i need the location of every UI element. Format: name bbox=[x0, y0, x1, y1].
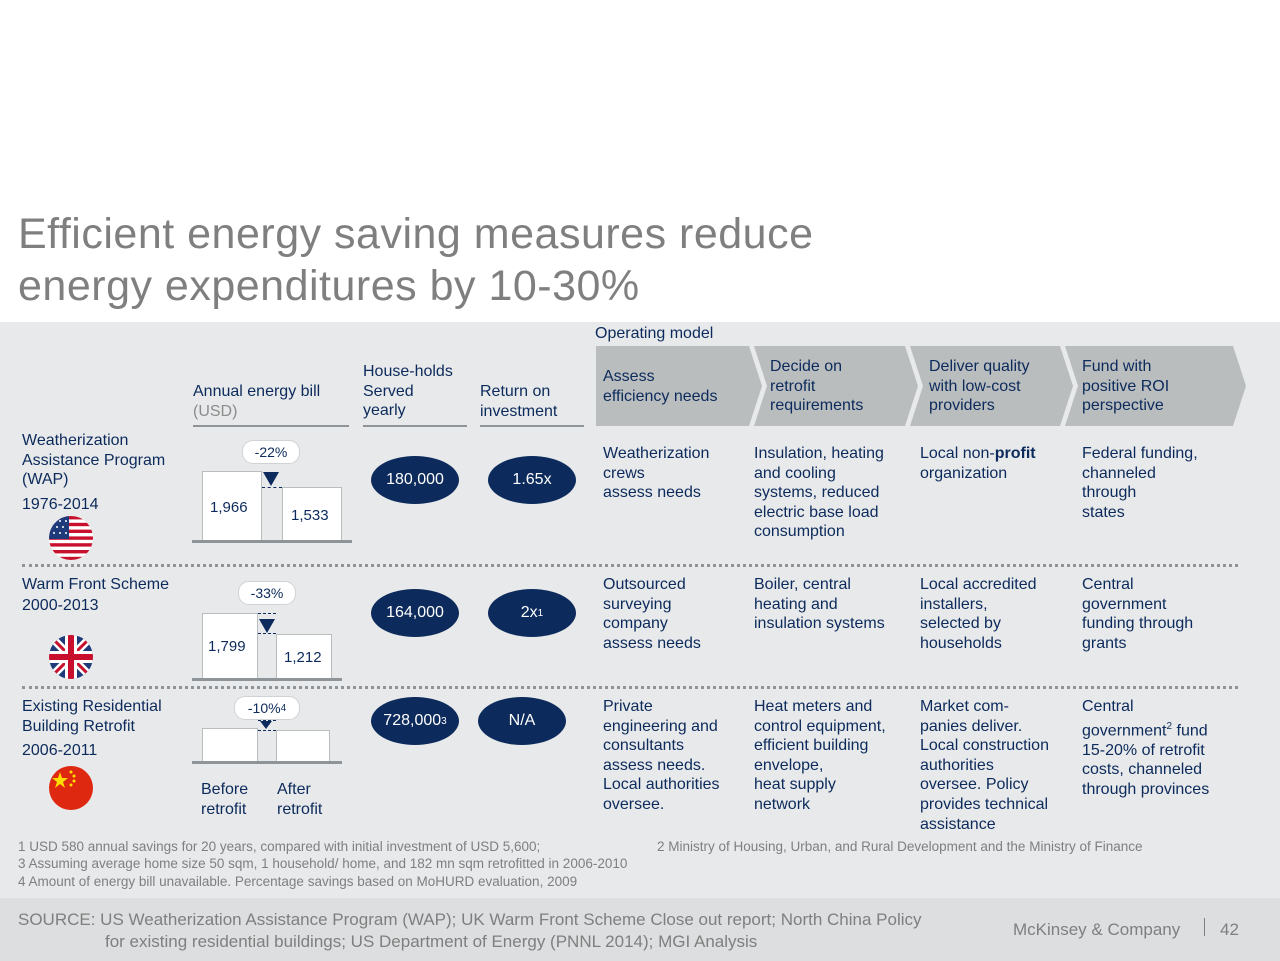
step-decide: Decide on retrofit requirements bbox=[770, 358, 864, 415]
down-arrow-icon bbox=[260, 721, 272, 729]
footnote-1: 1 USD 580 annual savings for 20 years, c… bbox=[18, 839, 541, 854]
title-line-1: Efficient energy saving measures reduce bbox=[18, 210, 814, 258]
program-name-wap: Weatherization Assistance Program (WAP) bbox=[22, 432, 166, 489]
china-flag-icon bbox=[49, 766, 93, 810]
dashed-guide bbox=[258, 730, 276, 731]
program-name-warm-front: Warm Front Scheme bbox=[22, 576, 169, 593]
bar-before-china bbox=[202, 728, 258, 762]
dashed-guide bbox=[258, 720, 276, 721]
program-years-wap: 1976-2014 bbox=[22, 496, 99, 513]
chevron-fund bbox=[1065, 346, 1246, 426]
uk-flag-icon bbox=[49, 635, 93, 679]
savings-badge-warm-front: -33% bbox=[238, 581, 296, 605]
program-years-china: 2006-2011 bbox=[22, 742, 98, 759]
assess-wap: Weatherization crews assess needs bbox=[603, 445, 710, 502]
after-retrofit-label: After retrofit bbox=[277, 781, 323, 818]
header-households: House-holds Served yearly bbox=[363, 363, 453, 420]
bar-after-wap bbox=[282, 487, 342, 543]
page-number: 42 bbox=[1220, 920, 1239, 939]
decide-warm-front: Boiler, central heating and insulation sys… bbox=[754, 576, 885, 633]
households-oval-china: 728,000 3 bbox=[371, 697, 459, 745]
usa-flag-icon bbox=[49, 516, 93, 560]
fund-warm-front: Central government funding through grants bbox=[1082, 576, 1194, 652]
page-title: Efficient energy saving measures reduce … bbox=[18, 208, 1018, 312]
step-deliver: Deliver quality with low-cost providers bbox=[929, 358, 1030, 415]
chevron-deliver bbox=[910, 346, 1073, 426]
header-rule bbox=[363, 425, 467, 427]
dashed-guide bbox=[258, 613, 276, 614]
households-oval-wap: 180,000 bbox=[371, 456, 459, 504]
step-assess: Assess efficiency needs bbox=[603, 368, 718, 405]
savings-badge-china: -10% 4 bbox=[234, 696, 300, 720]
deliver-warm-front: Local accredited installers, selected by h… bbox=[920, 576, 1037, 652]
source-note: SOURCE: US Weatherization Assistance Pro… bbox=[18, 910, 922, 951]
down-arrow-icon bbox=[263, 472, 279, 486]
value-after-wap: 1,533 bbox=[291, 507, 329, 524]
header-rule bbox=[480, 425, 584, 427]
footer-separator bbox=[1204, 918, 1205, 936]
roi-oval-china: N/A bbox=[478, 697, 566, 745]
operating-model-chevrons bbox=[596, 346, 1246, 426]
baseline-warm-front bbox=[192, 678, 342, 681]
dashed-guide bbox=[258, 633, 276, 634]
deliver-wap: Local non-profit organization bbox=[920, 445, 1036, 482]
operating-model-label: Operating model bbox=[595, 325, 714, 342]
baseline-wap bbox=[192, 540, 352, 543]
header-annual-bill: Annual energy bill (USD) bbox=[193, 383, 321, 420]
deliver-china: Market com-panies deliver. Local construc… bbox=[920, 698, 1049, 833]
households-oval-warm-front: 164,000 bbox=[371, 589, 459, 637]
down-arrow-icon bbox=[259, 619, 275, 633]
value-before-wap: 1,966 bbox=[210, 499, 248, 516]
header-roi: Return on investment bbox=[480, 383, 558, 420]
footnote-3: 3 Assuming average home size 50 sqm, 1 h… bbox=[18, 856, 628, 871]
fund-wap: Federal funding, channeled through states bbox=[1082, 445, 1198, 521]
row-divider bbox=[22, 564, 1238, 567]
roi-oval-warm-front: 2x 1 bbox=[488, 589, 576, 637]
program-years-warm-front: 2000-2013 bbox=[22, 597, 99, 614]
decide-wap: Insulation, heating and cooling systems, r… bbox=[754, 445, 884, 541]
roi-oval-wap: 1.65x bbox=[488, 456, 576, 504]
chevron-decide bbox=[754, 346, 918, 426]
footnote-2: 2 Ministry of Housing, Urban, and Rural … bbox=[657, 839, 1143, 854]
row-divider bbox=[22, 686, 1238, 689]
step-fund: Fund with positive ROI perspective bbox=[1082, 358, 1170, 415]
dashed-guide bbox=[262, 487, 282, 488]
assess-warm-front: Outsourced surveying company assess needs bbox=[603, 576, 701, 652]
brand-name: McKinsey & Company bbox=[1013, 920, 1181, 939]
decide-china: Heat meters and control equipment, efficie… bbox=[754, 698, 886, 813]
program-name-china: Existing Residential Building Retrofit bbox=[22, 698, 162, 735]
fund-china: Central government2 fund 15-20% of retro… bbox=[1082, 698, 1210, 798]
chevron-assess bbox=[596, 346, 762, 426]
before-retrofit-label: Before retrofit bbox=[201, 781, 249, 818]
value-after-warm-front: 1,212 bbox=[284, 649, 322, 666]
title-line-2: energy expenditures by 10-30% bbox=[18, 262, 640, 310]
footnote-4: 4 Amount of energy bill unavailable. Per… bbox=[18, 874, 578, 889]
header-rule bbox=[193, 425, 349, 427]
assess-china: Private engineering and consultants assess… bbox=[603, 698, 720, 813]
savings-badge-wap: -22% bbox=[242, 440, 300, 464]
footer-bar bbox=[0, 898, 1280, 961]
value-before-warm-front: 1,799 bbox=[208, 638, 246, 655]
baseline-china bbox=[192, 761, 342, 764]
bar-after-china bbox=[276, 730, 330, 762]
